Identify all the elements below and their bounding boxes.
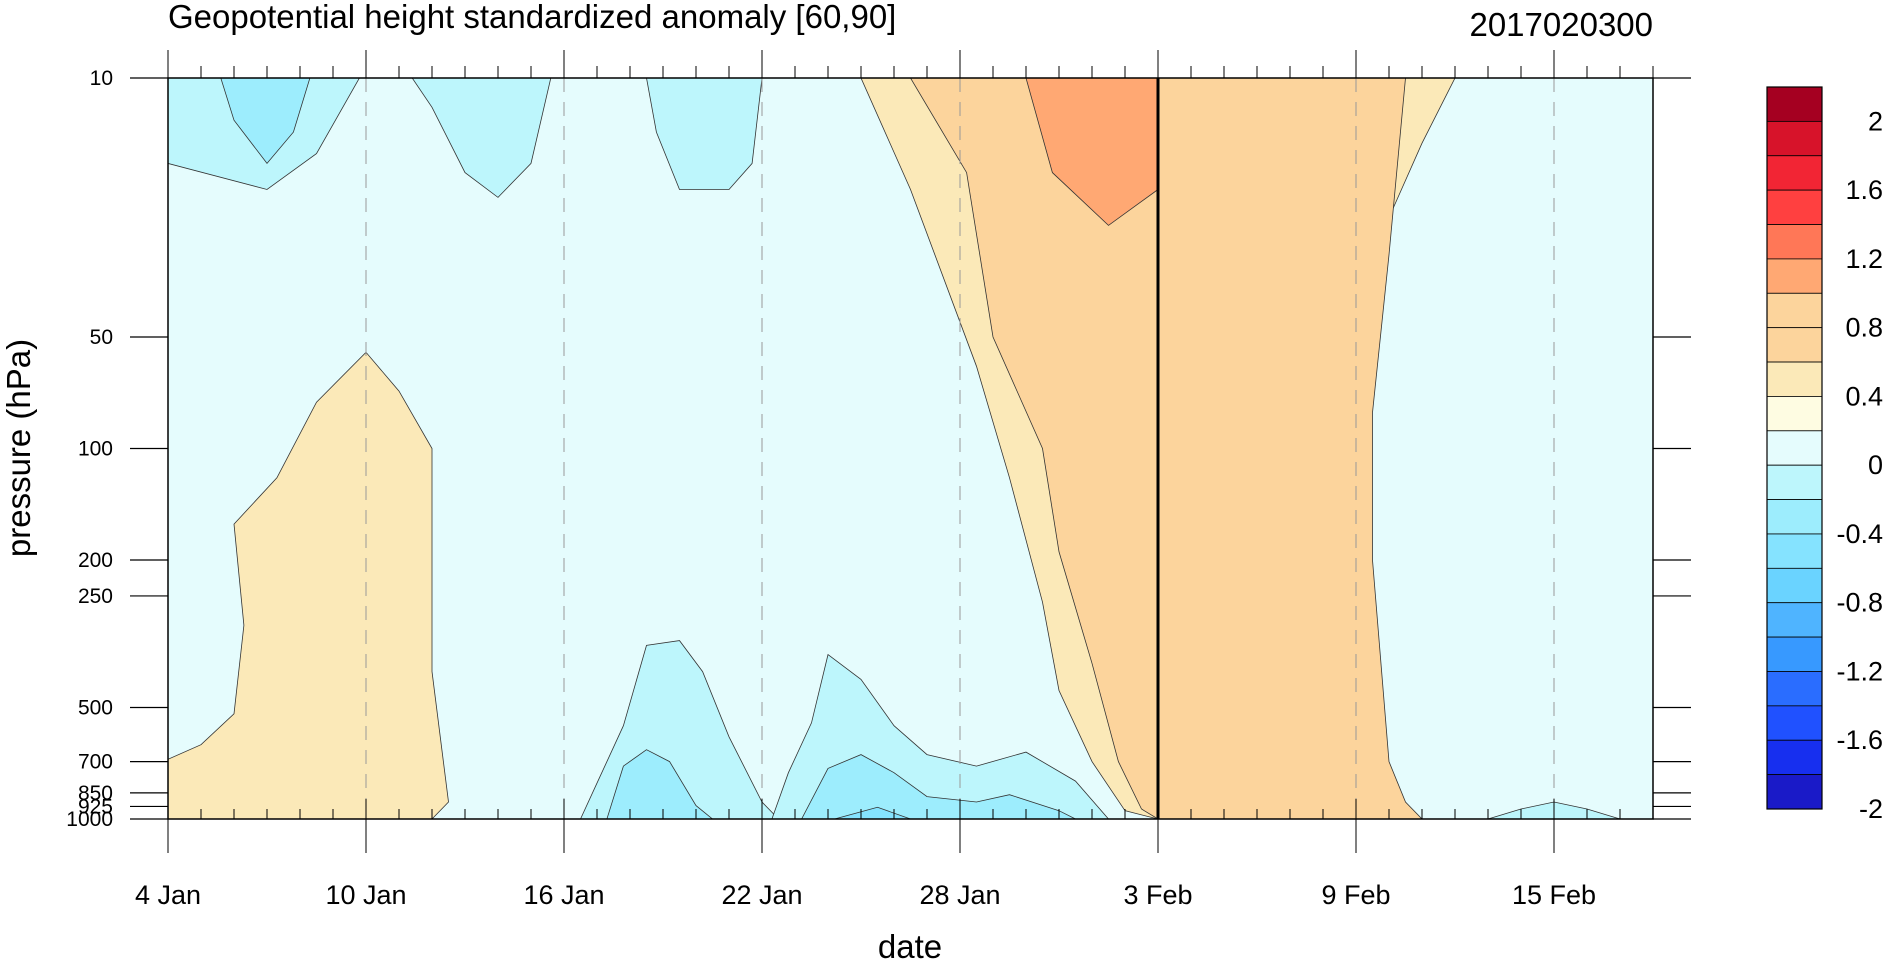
- colorbar-label: -2: [1859, 794, 1883, 824]
- colorbar-label: 0.8: [1845, 313, 1883, 343]
- y-tick-label: 925: [78, 795, 113, 818]
- colorbar-label: 1.6: [1845, 175, 1883, 205]
- x-tick-label: 9 Feb: [1321, 880, 1390, 910]
- x-axis-label: date: [878, 928, 942, 963]
- y-tick-label: 100: [78, 438, 113, 461]
- colorbar-swatch: [1766, 464, 1823, 500]
- y-tick-label: 700: [78, 751, 113, 774]
- colorbar-swatch: [1766, 430, 1823, 466]
- contour-region-7: [801, 754, 1076, 819]
- y-tick-label: 10: [90, 67, 113, 90]
- y-tick-label: 50: [90, 326, 113, 349]
- contour-region-5: [606, 749, 714, 819]
- x-tick-label: 4 Jan: [135, 880, 201, 910]
- colorbar-label: 0.4: [1845, 381, 1883, 411]
- x-tick-label: 22 Jan: [721, 880, 802, 910]
- colorbar-swatch: [1766, 327, 1823, 363]
- colorbar-label: 1.2: [1845, 244, 1883, 274]
- colorbar-swatch: [1766, 155, 1823, 191]
- colorbar-label: -0.8: [1836, 588, 1883, 618]
- colorbar-swatch: [1766, 739, 1823, 776]
- y-tick-label: 250: [78, 585, 113, 608]
- y-tick-label: 200: [78, 549, 113, 572]
- y-tick-label: 500: [78, 696, 113, 719]
- colorbar-swatch: [1766, 224, 1823, 260]
- x-tick-label: 10 Jan: [325, 880, 406, 910]
- chart-title: Geopotential height standardized anomaly…: [168, 0, 896, 35]
- colorbar-label: 0: [1868, 450, 1883, 480]
- colorbar-swatch: [1766, 533, 1823, 569]
- contour-region-2: [411, 78, 552, 198]
- chart-date-stamp: 2017020300: [1469, 6, 1653, 43]
- colorbar-swatch: [1766, 396, 1823, 432]
- colorbar-label: -1.2: [1836, 656, 1883, 686]
- y-axis-label: pressure (hPa): [0, 339, 37, 557]
- colorbar-label: -0.4: [1836, 519, 1883, 549]
- y-tick-label: 1000: [66, 808, 113, 831]
- contour-region-1: [220, 78, 311, 165]
- contour-region-3: [646, 78, 763, 190]
- colorbar-swatch: [1766, 499, 1823, 535]
- colorbar-swatch: [1766, 774, 1823, 810]
- colorbar-swatch: [1766, 671, 1823, 707]
- y-tick-label: 850: [78, 782, 113, 805]
- x-axis-ticks: 4 Jan 10 Jan 16 Jan 22 Jan 28 Jan 3 Feb 9 Feb 1…: [135, 50, 1654, 910]
- colorbar-swatch: [1766, 292, 1823, 329]
- colorbar-swatch: [1766, 567, 1823, 604]
- colorbar-swatch: [1766, 602, 1823, 638]
- x-tick-label: 15 Feb: [1512, 880, 1596, 910]
- colorbar-swatch: [1766, 120, 1823, 157]
- colorbar-swatch: [1766, 189, 1823, 225]
- colorbar-swatch: [1766, 361, 1823, 397]
- colorbar-swatch: [1766, 86, 1823, 122]
- colorbar-swatch: [1766, 636, 1823, 672]
- colorbar-frame: [1766, 86, 1823, 810]
- colorbar-swatch: [1766, 258, 1823, 294]
- colorbar-swatch: [1766, 705, 1823, 741]
- colorbar-label: 2: [1868, 106, 1883, 136]
- colorbar: 2 1.6 1.2 0.8 0.4 0 -0.4 -0.8 -1.2 -1.6 -2: [1766, 86, 1883, 824]
- x-tick-label: 16 Jan: [523, 880, 604, 910]
- colorbar-label: -1.6: [1836, 725, 1883, 755]
- x-tick-label: 28 Jan: [919, 880, 1000, 910]
- x-tick-label: 3 Feb: [1123, 880, 1192, 910]
